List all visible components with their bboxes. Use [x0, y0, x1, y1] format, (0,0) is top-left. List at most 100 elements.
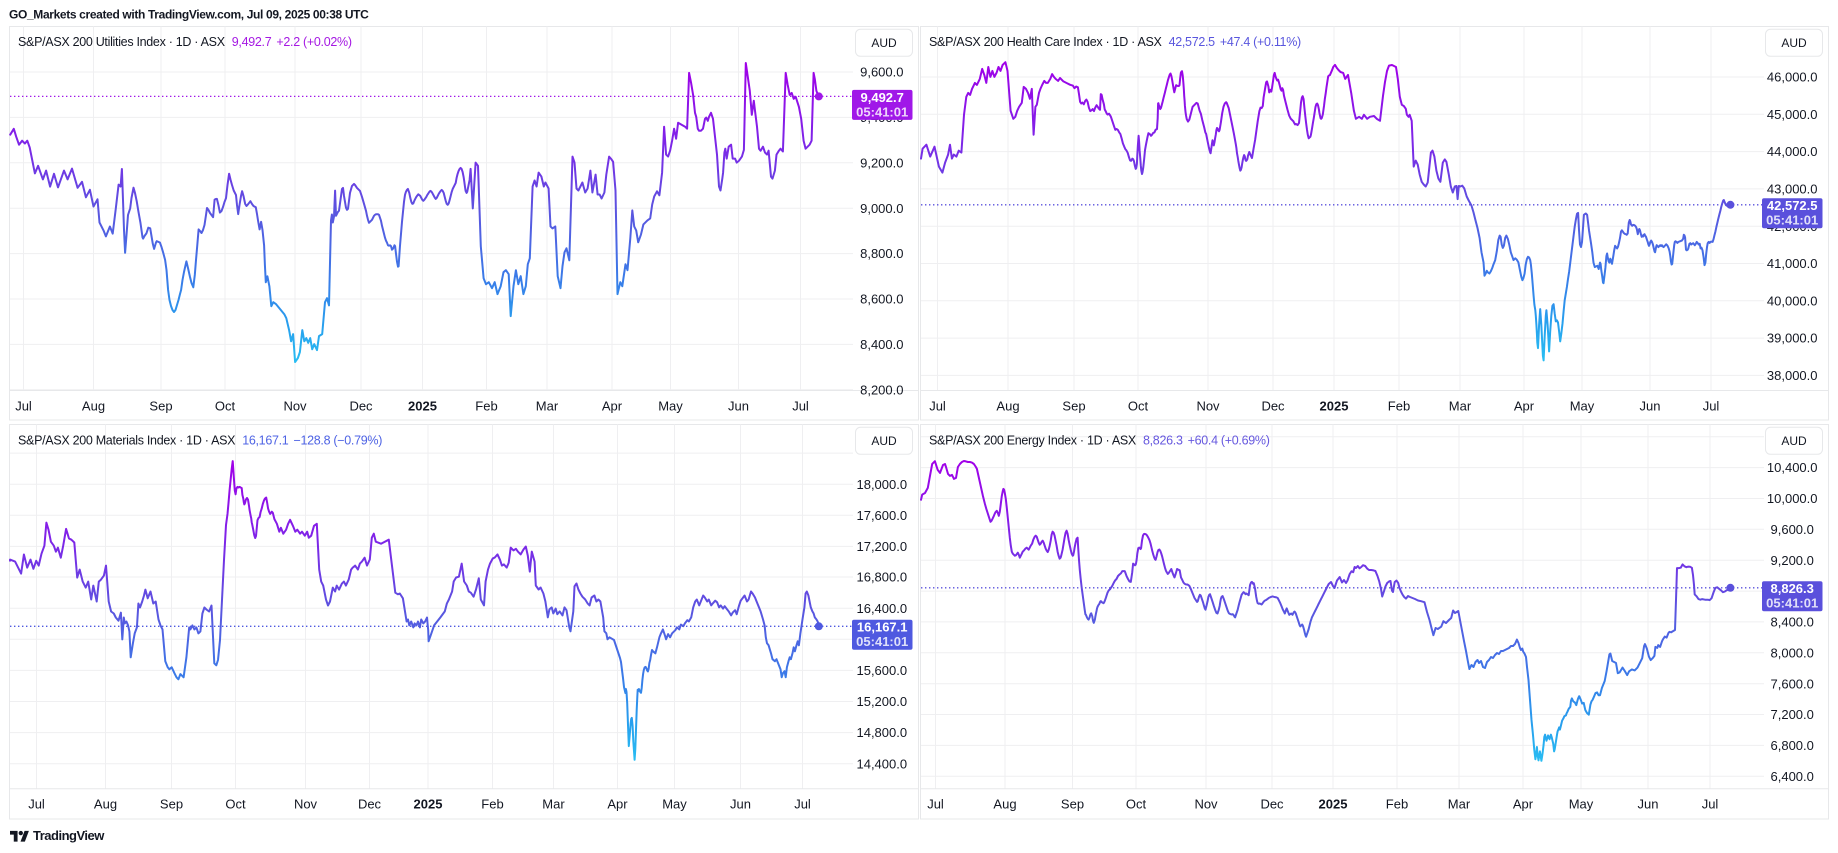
svg-text:42,572.5: 42,572.5 [1767, 198, 1818, 213]
svg-text:AUD: AUD [1781, 434, 1807, 448]
svg-text:8,400.0: 8,400.0 [860, 337, 903, 352]
svg-text:Sep: Sep [149, 398, 172, 413]
svg-text:9,492.7: 9,492.7 [861, 90, 904, 105]
svg-text:Oct: Oct [1128, 398, 1149, 413]
svg-text:Nov: Nov [294, 796, 318, 811]
svg-text:41,000.0: 41,000.0 [1767, 256, 1818, 271]
svg-text:15,200.0: 15,200.0 [856, 694, 907, 709]
svg-text:Oct: Oct [1126, 796, 1147, 811]
svg-text:S&P/ASX 200 Energy Index · 1D: S&P/ASX 200 Energy Index · 1D · ASX 8,826… [929, 433, 1270, 447]
svg-text:16,400.0: 16,400.0 [856, 601, 907, 616]
svg-text:18,000.0: 18,000.0 [856, 477, 907, 492]
svg-text:9,000.0: 9,000.0 [860, 201, 903, 216]
svg-text:16,167.1: 16,167.1 [857, 620, 908, 635]
svg-text:05:41:01: 05:41:01 [856, 634, 908, 649]
svg-text:8,800.0: 8,800.0 [860, 246, 903, 261]
svg-text:Jun: Jun [728, 398, 749, 413]
svg-text:Jul: Jul [1703, 398, 1720, 413]
svg-text:8,200.0: 8,200.0 [860, 382, 903, 397]
svg-text:9,600.0: 9,600.0 [1771, 522, 1814, 537]
svg-text:Sep: Sep [160, 796, 183, 811]
svg-text:S&P/ASX 200 Utilities Index ·: S&P/ASX 200 Utilities Index · 1D · ASX 9,… [18, 35, 352, 49]
svg-text:May: May [662, 796, 687, 811]
svg-text:Jul: Jul [794, 796, 811, 811]
svg-text:Nov: Nov [1194, 796, 1218, 811]
svg-text:May: May [1569, 796, 1594, 811]
svg-text:Jul: Jul [15, 398, 32, 413]
svg-text:Jul: Jul [927, 796, 944, 811]
svg-text:6,800.0: 6,800.0 [1771, 738, 1814, 753]
svg-text:Mar: Mar [1449, 398, 1472, 413]
svg-text:45,000.0: 45,000.0 [1767, 107, 1818, 122]
svg-text:14,400.0: 14,400.0 [856, 756, 907, 771]
svg-text:44,000.0: 44,000.0 [1767, 144, 1818, 159]
svg-text:Feb: Feb [1386, 796, 1408, 811]
svg-text:7,200.0: 7,200.0 [1771, 707, 1814, 722]
svg-text:Jun: Jun [1640, 398, 1661, 413]
svg-text:May: May [1570, 398, 1595, 413]
svg-text:Feb: Feb [475, 398, 497, 413]
svg-text:Jun: Jun [1638, 796, 1659, 811]
svg-text:43,000.0: 43,000.0 [1767, 182, 1818, 197]
svg-text:Apr: Apr [1514, 398, 1535, 413]
svg-text:Sep: Sep [1061, 796, 1084, 811]
svg-text:Jun: Jun [730, 796, 751, 811]
svg-text:17,200.0: 17,200.0 [856, 539, 907, 554]
svg-text:38,000.0: 38,000.0 [1767, 368, 1818, 383]
svg-text:Jul: Jul [929, 398, 946, 413]
svg-text:8,826.3: 8,826.3 [1771, 581, 1814, 596]
svg-text:05:41:01: 05:41:01 [856, 104, 908, 119]
svg-text:Nov: Nov [283, 398, 307, 413]
svg-text:7,600.0: 7,600.0 [1771, 676, 1814, 691]
svg-text:2025: 2025 [414, 796, 443, 811]
svg-text:Feb: Feb [1388, 398, 1410, 413]
svg-text:15,600.0: 15,600.0 [856, 663, 907, 678]
svg-text:46,000.0: 46,000.0 [1767, 70, 1818, 85]
svg-text:Aug: Aug [82, 398, 105, 413]
svg-text:2025: 2025 [1319, 796, 1348, 811]
svg-text:14,800.0: 14,800.0 [856, 725, 907, 740]
svg-text:9,200.0: 9,200.0 [1771, 553, 1814, 568]
svg-text:Oct: Oct [225, 796, 246, 811]
svg-text:Mar: Mar [1448, 796, 1471, 811]
svg-text:Dec: Dec [1260, 796, 1284, 811]
svg-text:Oct: Oct [215, 398, 236, 413]
svg-text:Jul: Jul [28, 796, 45, 811]
svg-text:05:41:01: 05:41:01 [1766, 596, 1818, 611]
svg-text:S&P/ASX 200 Health Care Index: S&P/ASX 200 Health Care Index · 1D · ASX… [929, 35, 1301, 49]
svg-text:9,200.0: 9,200.0 [860, 155, 903, 170]
svg-text:Mar: Mar [542, 796, 565, 811]
svg-text:May: May [658, 398, 683, 413]
svg-text:Jul: Jul [1702, 796, 1719, 811]
svg-text:6,400.0: 6,400.0 [1771, 769, 1814, 784]
svg-text:Aug: Aug [993, 796, 1016, 811]
svg-text:AUD: AUD [1781, 36, 1807, 50]
svg-text:Aug: Aug [996, 398, 1019, 413]
svg-text:AUD: AUD [871, 36, 897, 50]
svg-text:Aug: Aug [94, 796, 117, 811]
svg-text:2025: 2025 [408, 398, 437, 413]
svg-text:10,400.0: 10,400.0 [1767, 460, 1818, 475]
svg-text:Dec: Dec [358, 796, 382, 811]
svg-text:Jul: Jul [792, 398, 809, 413]
svg-text:S&P/ASX 200 Materials Index ·: S&P/ASX 200 Materials Index · 1D · ASX 16… [18, 433, 382, 447]
svg-text:Feb: Feb [481, 796, 503, 811]
svg-text:TradingView: TradingView [33, 828, 105, 843]
svg-text:Apr: Apr [1513, 796, 1534, 811]
svg-text:Apr: Apr [602, 398, 623, 413]
svg-text:2025: 2025 [1320, 398, 1349, 413]
svg-text:40,000.0: 40,000.0 [1767, 293, 1818, 308]
svg-text:17,600.0: 17,600.0 [856, 508, 907, 523]
svg-text:Dec: Dec [1261, 398, 1285, 413]
svg-text:10,000.0: 10,000.0 [1767, 491, 1818, 506]
svg-text:Apr: Apr [607, 796, 628, 811]
svg-text:05:41:01: 05:41:01 [1766, 213, 1818, 228]
svg-text:39,000.0: 39,000.0 [1767, 331, 1818, 346]
svg-text:16,800.0: 16,800.0 [856, 570, 907, 585]
svg-text:Dec: Dec [349, 398, 373, 413]
svg-text:Mar: Mar [536, 398, 559, 413]
svg-text:Sep: Sep [1062, 398, 1085, 413]
svg-text:9,600.0: 9,600.0 [860, 65, 903, 80]
svg-text:8,400.0: 8,400.0 [1771, 615, 1814, 630]
svg-text:Nov: Nov [1196, 398, 1220, 413]
